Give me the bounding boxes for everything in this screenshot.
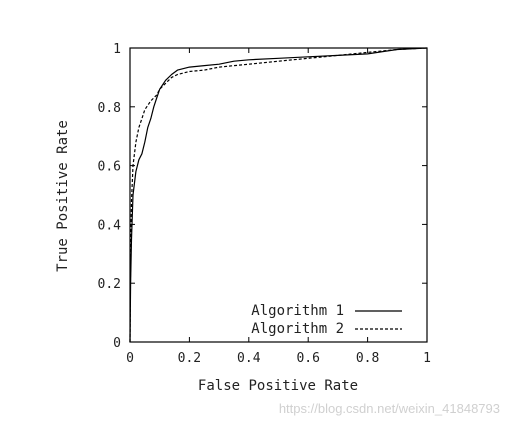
series-line-algorithm-2	[129, 47, 428, 343]
y-tick-label: 0	[113, 336, 121, 351]
x-axis-label: False Positive Rate	[198, 378, 358, 394]
plot-area	[129, 47, 428, 343]
y-tick-label: 0.8	[98, 101, 121, 116]
y-tick-label: 0.4	[98, 218, 122, 233]
series-layer	[129, 47, 428, 343]
legend: Algorithm 1 Algorithm 2	[251, 303, 402, 337]
x-tick-label: 1	[423, 351, 431, 366]
y-tick-label: 0.2	[98, 277, 121, 292]
x-tick-label: 0	[126, 351, 134, 366]
y-tick-label: 1	[113, 42, 121, 57]
series-line-algorithm-1	[129, 47, 428, 343]
y-axis-label: True Positive Rate	[55, 120, 71, 272]
y-tick-label: 0.6	[98, 160, 121, 175]
watermark: https://blog.csdn.net/weixin_41848793	[279, 401, 500, 416]
x-tick-label: 0.2	[178, 351, 201, 366]
x-axis-ticks: 0 0.2 0.4 0.6 0.8 1	[126, 48, 431, 366]
x-tick-label: 0.8	[356, 351, 379, 366]
y-axis-ticks: 0 0.2 0.4 0.6 0.8 1	[98, 42, 427, 351]
plot-frame	[129, 47, 428, 343]
legend-label-algorithm-2: Algorithm 2	[251, 321, 344, 337]
x-tick-label: 0.4	[237, 351, 261, 366]
legend-label-algorithm-1: Algorithm 1	[251, 303, 344, 319]
x-tick-label: 0.6	[296, 351, 319, 366]
